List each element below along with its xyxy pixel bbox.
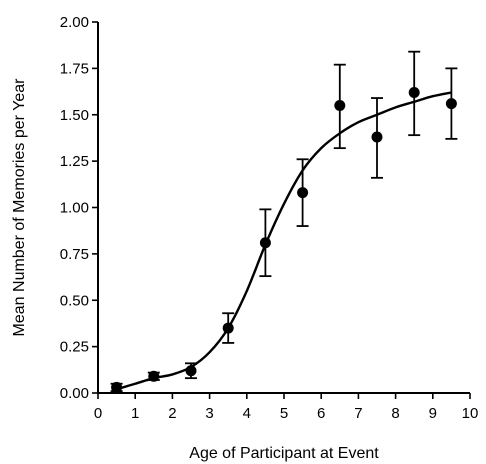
y-tick-label: 1.50 [60, 107, 89, 124]
x-tick-label: 4 [243, 405, 251, 422]
x-ticks: 0 1 2 3 4 5 6 7 8 9 10 [94, 393, 479, 422]
x-tick-label: 5 [280, 405, 288, 422]
data-point [259, 237, 271, 249]
data-point [371, 131, 383, 143]
x-tick-label: 9 [429, 405, 437, 422]
fit-curve [116, 91, 452, 391]
y-tick-label: 0.00 [60, 385, 89, 402]
x-tick-label: 8 [391, 405, 399, 422]
y-tick-label: 0.75 [60, 246, 89, 263]
data-point [445, 98, 457, 110]
y-axis-title: Mean Number of Memories per Year [11, 78, 28, 337]
data-points [111, 86, 457, 393]
error-bars [110, 50, 458, 393]
data-point [297, 187, 309, 199]
x-tick-label: 1 [131, 405, 139, 422]
x-tick-label: 2 [168, 405, 176, 422]
y-tick-label: 1.75 [60, 60, 89, 77]
x-tick-label: 10 [462, 405, 479, 422]
data-point [185, 365, 197, 377]
data-point [222, 322, 234, 334]
y-tick-label: 2.00 [60, 14, 89, 31]
x-tick-label: 6 [317, 405, 325, 422]
x-tick-label: 3 [205, 405, 213, 422]
x-tick-label: 0 [94, 405, 102, 422]
y-ticks: 0.00 0.25 0.50 0.75 1.00 1.25 1.50 1.75 2.00 [60, 14, 98, 402]
data-point [111, 381, 123, 393]
y-tick-label: 1.25 [60, 153, 89, 170]
x-axis-title: Age of Participant at Event [189, 445, 379, 462]
y-tick-label: 1.00 [60, 200, 89, 217]
y-tick-label: 0.50 [60, 292, 89, 309]
x-tick-label: 7 [354, 405, 362, 422]
data-point [148, 370, 160, 382]
data-point [334, 99, 346, 111]
data-point [408, 86, 420, 98]
y-tick-label: 0.25 [60, 339, 89, 356]
